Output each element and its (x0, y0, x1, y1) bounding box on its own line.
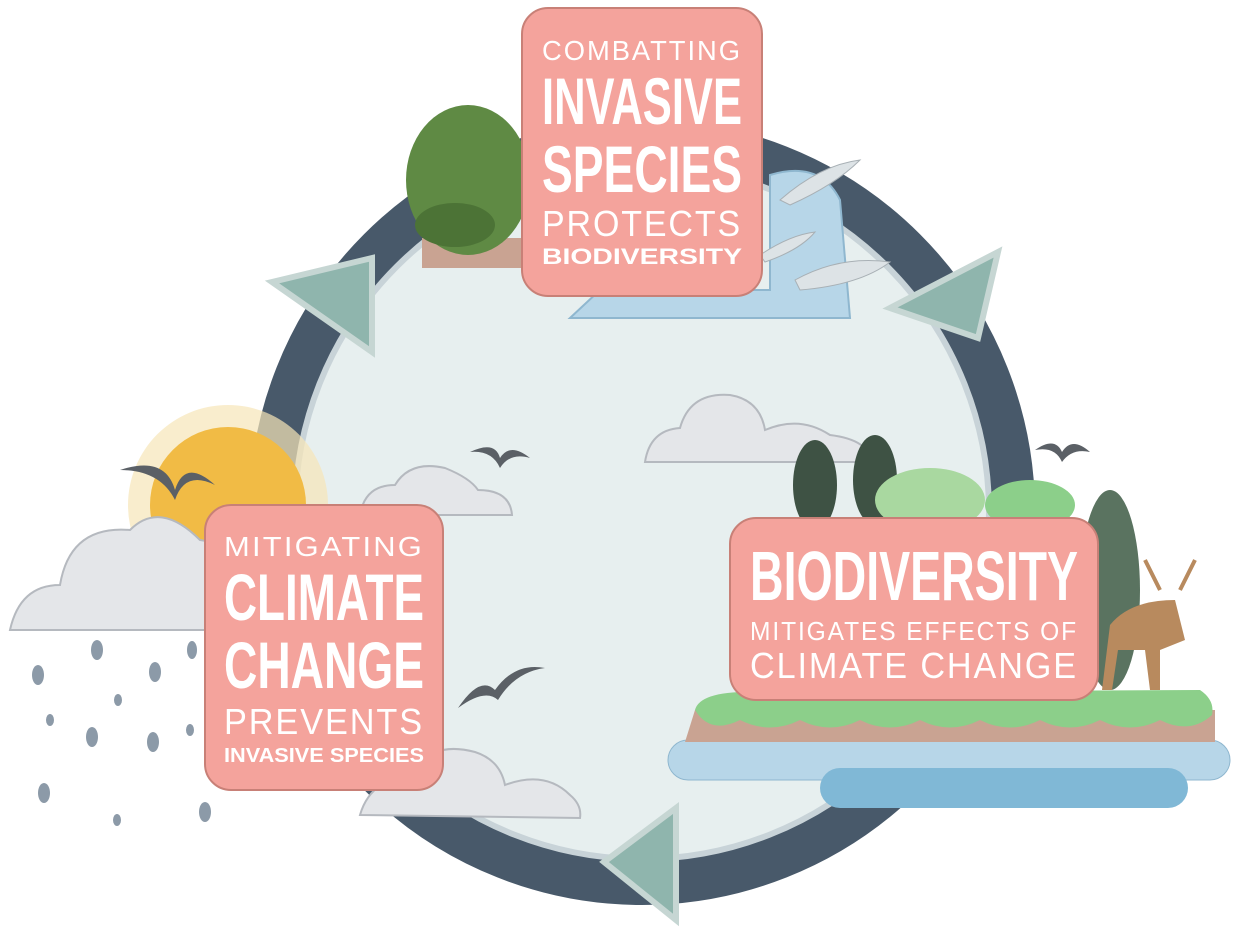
box-line: MITIGATES EFFECTS OF (750, 616, 1078, 646)
plant (415, 203, 495, 247)
box-line: COMBATTING (542, 35, 742, 66)
box-line: INVASIVE (542, 64, 742, 138)
box-line: PREVENTS (224, 701, 424, 742)
box-line: CHANGE (224, 628, 424, 702)
box-line: MITIGATING (224, 531, 424, 562)
infographic: COMBATTING INVASIVE SPECIES PROTECTS BIO… (0, 0, 1236, 929)
box-line: INVASIVE SPECIES (224, 745, 424, 767)
water (820, 768, 1188, 808)
box-line: CLIMATE (224, 560, 424, 634)
box-line: SPECIES (542, 132, 742, 206)
tree (793, 440, 837, 530)
box-line: CLIMATE CHANGE (750, 645, 1078, 686)
bird (1035, 443, 1090, 462)
antlers (1145, 560, 1195, 590)
box-line: BIODIVERSITY (542, 244, 742, 269)
rain (32, 640, 211, 826)
box-line: BIODIVERSITY (750, 537, 1078, 615)
box-line: PROTECTS (542, 203, 742, 244)
